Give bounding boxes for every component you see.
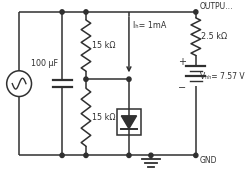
Text: 2.5 kΩ: 2.5 kΩ [201, 32, 227, 41]
Text: Iₕ= 1mA: Iₕ= 1mA [133, 21, 166, 30]
Text: −: − [178, 83, 186, 93]
Circle shape [127, 77, 131, 81]
Circle shape [84, 77, 88, 81]
Circle shape [194, 153, 198, 157]
Polygon shape [121, 116, 137, 129]
Text: GND: GND [200, 156, 217, 165]
Circle shape [149, 153, 153, 157]
Circle shape [194, 10, 198, 14]
Text: Vₕₕ= 7.57 V: Vₕₕ= 7.57 V [200, 72, 244, 81]
Circle shape [127, 153, 131, 157]
Bar [116, 109, 141, 135]
Text: OUTPU…: OUTPU… [200, 2, 233, 11]
Circle shape [84, 153, 88, 157]
Circle shape [60, 10, 64, 14]
Circle shape [84, 10, 88, 14]
Text: 15 kΩ: 15 kΩ [92, 41, 115, 50]
Text: 15 kΩ: 15 kΩ [92, 113, 115, 122]
Text: 100 μF: 100 μF [31, 59, 58, 68]
Circle shape [60, 153, 64, 157]
Text: +: + [178, 57, 186, 67]
